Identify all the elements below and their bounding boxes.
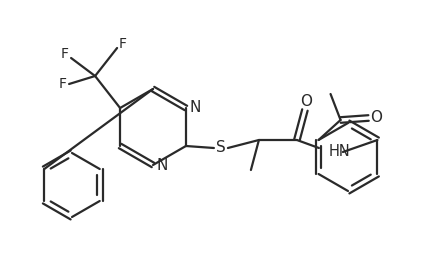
- Text: F: F: [119, 37, 127, 51]
- Text: N: N: [190, 100, 201, 115]
- Text: HN: HN: [329, 144, 351, 160]
- Text: N: N: [157, 158, 168, 172]
- Text: O: O: [371, 111, 383, 125]
- Text: S: S: [216, 141, 226, 155]
- Text: F: F: [59, 77, 67, 91]
- Text: O: O: [300, 95, 312, 109]
- Text: F: F: [61, 47, 69, 61]
